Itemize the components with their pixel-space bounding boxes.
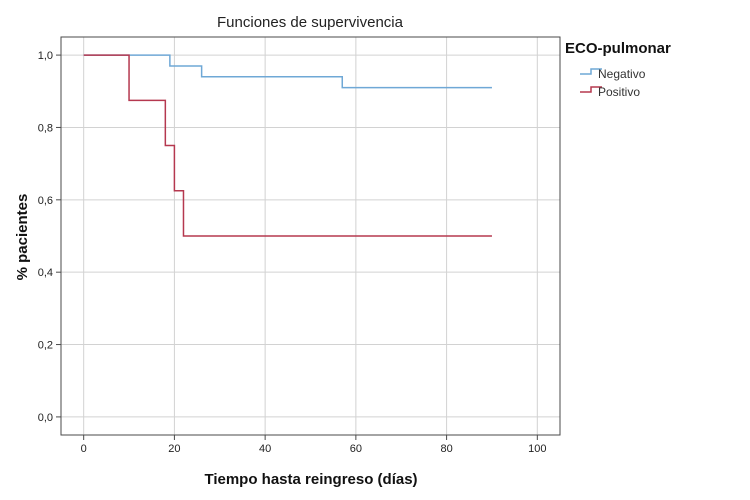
y-tick-label: 0,6 [38, 195, 53, 207]
y-axis-title: % pacientes [14, 194, 31, 281]
plot-frame [60, 36, 561, 436]
y-tick-label: 0,2 [38, 340, 53, 352]
x-tick-label: 60 [350, 443, 362, 455]
legend: ECO-pulmonar Negativo Positivo [565, 40, 671, 99]
y-tick-label: 0,4 [38, 267, 53, 279]
x-tick-label: 20 [168, 443, 180, 455]
x-tick-label: 80 [440, 443, 452, 455]
chart-title: Funciones de supervivencia [217, 14, 404, 31]
legend-swatch-positivo [580, 86, 602, 93]
x-tick-label: 40 [259, 443, 271, 455]
y-tick-label: 0,0 [38, 412, 53, 424]
legend-swatch-negativo [580, 68, 602, 75]
series-line-negativo [83, 54, 492, 89]
legend-title: ECO-pulmonar [565, 40, 671, 57]
x-tick-label: 100 [528, 443, 546, 455]
y-tick-label: 0,8 [38, 122, 53, 134]
x-axis-title: Tiempo hasta reingreso (días) [204, 471, 417, 488]
axis-ticks: 0 20 40 60 80 100 0,0 0,2 0,4 0,6 0,8 1,0 [38, 50, 547, 455]
x-tick-label: 0 [81, 443, 87, 455]
series-line-positivo [83, 54, 492, 237]
y-tick-label: 1,0 [38, 50, 53, 62]
series-lines [83, 54, 492, 237]
legend-label-negativo: Negativo [598, 67, 646, 81]
legend-label-positivo: Positivo [598, 85, 640, 99]
